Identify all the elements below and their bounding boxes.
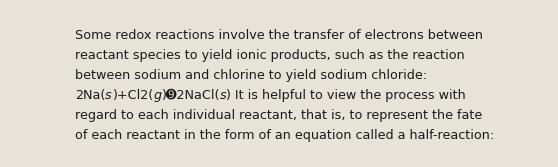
Text: 2Na(: 2Na( — [75, 89, 105, 102]
Text: s: s — [105, 89, 112, 102]
Text: g: g — [153, 89, 161, 102]
Text: between sodium and chlorine to yield sodium chloride:: between sodium and chlorine to yield sod… — [75, 69, 427, 82]
Text: )➒2NaCl(: )➒2NaCl( — [161, 89, 220, 102]
Text: reactant species to yield ionic products, such as the reaction: reactant species to yield ionic products… — [75, 49, 465, 62]
Text: of each reactant in the form of an equation called a half-reaction:: of each reactant in the form of an equat… — [75, 129, 494, 142]
Text: ) It is helpful to view the process with: ) It is helpful to view the process with — [227, 89, 466, 102]
Text: )+Cl2(: )+Cl2( — [112, 89, 153, 102]
Text: regard to each individual reactant, that is, to represent the fate: regard to each individual reactant, that… — [75, 109, 482, 122]
Text: Some redox reactions involve the transfer of electrons between: Some redox reactions involve the transfe… — [75, 29, 483, 42]
Text: s: s — [220, 89, 227, 102]
